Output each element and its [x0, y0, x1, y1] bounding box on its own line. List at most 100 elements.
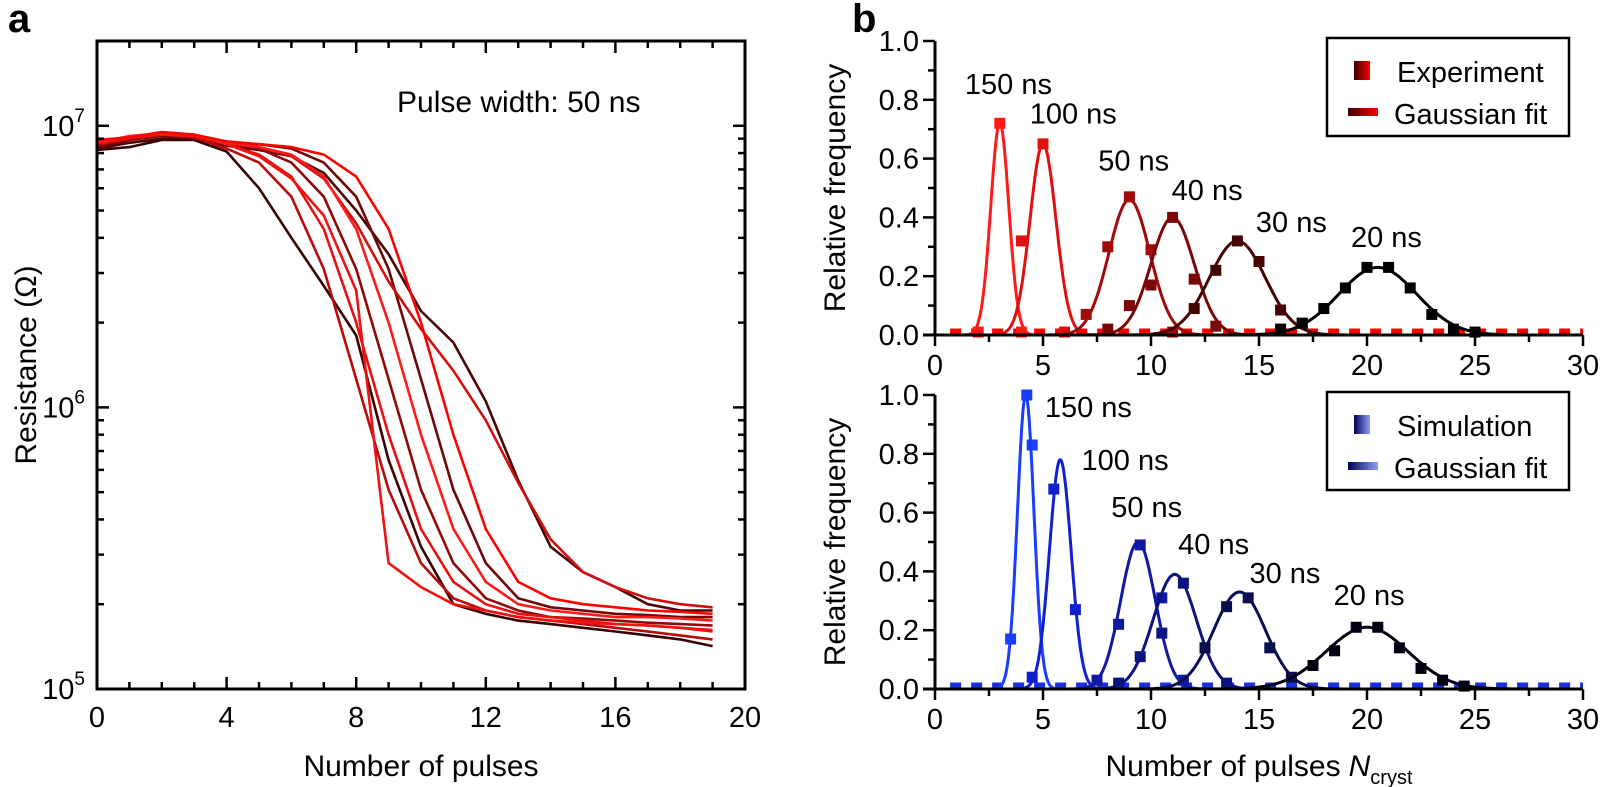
- data-point: [1339, 282, 1351, 294]
- x-tick-label: 25: [1459, 350, 1491, 382]
- pulse-width-label: 30 ns: [1256, 207, 1327, 239]
- y-tick-label: 107: [42, 106, 85, 143]
- pulse-width-label: 100 ns: [1030, 98, 1117, 130]
- data-point: [1210, 264, 1222, 276]
- data-point: [1242, 592, 1254, 604]
- y-tick-label: 105: [42, 669, 85, 706]
- x-tick-label: 25: [1459, 704, 1491, 736]
- y-tick-label: 0.4: [879, 556, 919, 588]
- data-point: [1188, 303, 1200, 315]
- x-tick-label: 5: [1035, 350, 1051, 382]
- pulse-width-label: 40 ns: [1172, 175, 1243, 207]
- x-axis-title-symbol: N: [1349, 750, 1371, 783]
- x-tick-label: 20: [1351, 704, 1383, 736]
- legend: Simulation Gaussian fit: [1325, 390, 1571, 492]
- y-axis-title: Resistance (Ω): [10, 265, 43, 464]
- data-point: [1048, 483, 1060, 495]
- data-point: [1113, 677, 1125, 689]
- pulse-width-label: 20 ns: [1334, 580, 1405, 612]
- y-tick-label: 1.0: [879, 26, 919, 58]
- data-point: [1221, 601, 1233, 613]
- y-tick-label: 0.4: [879, 202, 919, 234]
- data-point: [1102, 241, 1114, 253]
- legend-label-points: Experiment: [1397, 57, 1544, 89]
- data-point: [1091, 674, 1103, 686]
- resistance-trace-4: [97, 133, 713, 641]
- y-tick-exponent: 5: [74, 669, 85, 690]
- pulse-width-label: 30 ns: [1249, 558, 1320, 590]
- data-point: [1231, 235, 1243, 247]
- legend-label-fit: Gaussian fit: [1394, 453, 1547, 485]
- x-tick-label: 15: [1243, 704, 1275, 736]
- y-tick-base: 10: [42, 674, 74, 706]
- y-tick-label: 0.8: [879, 439, 919, 471]
- pulse-width-label: 20 ns: [1351, 222, 1422, 254]
- gaussian-fit-curve-4: [1130, 590, 1349, 691]
- gaussian-fit-curve-3: [1081, 215, 1264, 337]
- pulse-width-label: 50 ns: [1111, 492, 1182, 524]
- resistance-trace-7: [97, 133, 713, 632]
- data-point: [994, 117, 1006, 129]
- data-point: [1134, 539, 1146, 551]
- data-point: [1469, 326, 1481, 338]
- y-tick-label: 0.2: [879, 615, 919, 647]
- data-point: [1015, 326, 1027, 338]
- x-tick-label: 5: [1035, 704, 1051, 736]
- y-tick-base: 10: [42, 111, 74, 143]
- x-tick-label: 10: [1135, 350, 1167, 382]
- x-tick-label: 15: [1243, 350, 1275, 382]
- gaussian-fit-curve-1: [988, 142, 1098, 337]
- x-axis-title: Number of pulses: [303, 750, 538, 783]
- x-tick-label: 30: [1567, 350, 1599, 382]
- data-point: [1123, 191, 1135, 203]
- legend: Experiment Gaussian fit: [1325, 36, 1571, 138]
- legend-line-icon: [1348, 108, 1378, 116]
- y-tick-base: 10: [42, 392, 74, 424]
- panel-label-a: a: [8, 0, 31, 41]
- data-point: [1026, 671, 1038, 683]
- data-point: [1021, 389, 1033, 401]
- y-axis-title: Relative frequency: [819, 418, 852, 666]
- data-point: [1307, 659, 1319, 671]
- x-tick-label: 16: [599, 702, 631, 734]
- y-tick-label: 0.0: [879, 320, 919, 352]
- data-point: [1145, 244, 1157, 256]
- gaussian-fit-curve-5: [1194, 625, 1540, 691]
- y-axis-title: Relative frequency: [819, 64, 852, 312]
- data-point: [1145, 279, 1157, 291]
- data-point: [1318, 303, 1330, 315]
- data-point: [1426, 308, 1438, 320]
- resistance-trace-0: [97, 138, 713, 648]
- x-tick-label: 4: [219, 702, 235, 734]
- gaussian-fit-curve-5: [1214, 265, 1542, 337]
- data-point: [1059, 326, 1071, 338]
- data-point: [1264, 642, 1276, 654]
- y-tick-exponent: 7: [74, 106, 85, 127]
- data-point: [1134, 651, 1146, 663]
- data-point: [1383, 261, 1395, 273]
- data-point: [1221, 677, 1233, 689]
- data-point: [1458, 680, 1470, 692]
- x-axis-title-b: Number of pulses Ncryst: [1106, 750, 1413, 787]
- data-point: [1275, 304, 1287, 316]
- resistance-trace-8: [97, 132, 713, 622]
- x-tick-label: 20: [1351, 350, 1383, 382]
- legend-box: [1325, 36, 1571, 138]
- data-point: [1350, 621, 1362, 633]
- data-point: [1361, 261, 1373, 273]
- pulse-width-label: 50 ns: [1098, 145, 1169, 177]
- data-point: [1199, 642, 1211, 654]
- data-point: [1123, 300, 1135, 312]
- data-point: [1275, 323, 1287, 335]
- data-point: [1296, 317, 1308, 329]
- resistance-traces: [97, 130, 713, 648]
- data-point: [1253, 256, 1265, 267]
- data-point: [1005, 633, 1017, 645]
- legend-marker-square-icon: [1354, 61, 1370, 80]
- x-tick-label: 0: [89, 702, 105, 734]
- data-point: [1437, 674, 1449, 686]
- data-point: [1015, 235, 1027, 247]
